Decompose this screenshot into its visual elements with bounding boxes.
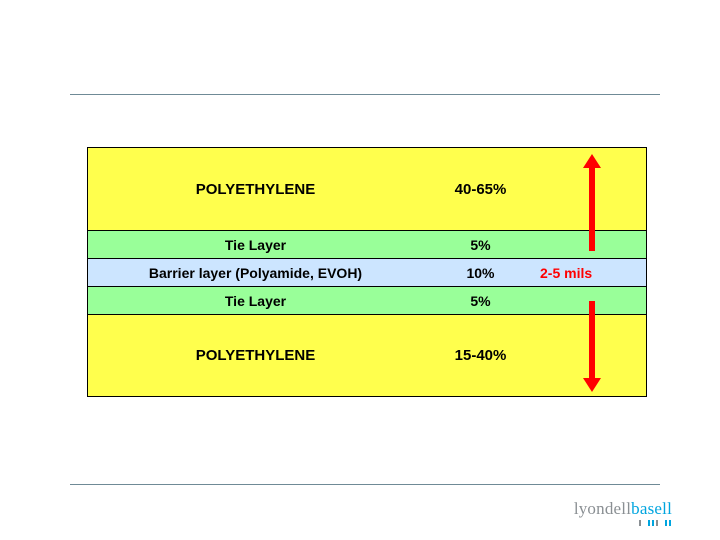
layer-note: 2-5 mils xyxy=(538,265,646,281)
layer-name: POLYETHYLENE xyxy=(88,181,423,198)
logo-tick-group xyxy=(639,520,641,526)
logo-tick-icon xyxy=(639,520,641,526)
logo-tick-icon xyxy=(652,520,654,526)
layer-percent: 5% xyxy=(423,237,538,253)
logo-ticks xyxy=(574,520,672,526)
layer-name: Tie Layer xyxy=(88,237,423,253)
logo-tick-icon xyxy=(648,520,650,526)
logo-tick-group xyxy=(665,520,671,526)
divider-top xyxy=(70,94,660,95)
logo: lyondellbasell xyxy=(574,499,672,526)
logo-tick-icon xyxy=(669,520,671,526)
layer-row: Tie Layer5% xyxy=(88,230,646,258)
layer-name: Barrier layer (Polyamide, EVOH) xyxy=(88,265,423,281)
logo-part2: basell xyxy=(631,499,672,518)
logo-part1: lyondell xyxy=(574,499,631,518)
logo-tick-group xyxy=(648,520,658,526)
layer-percent: 40-65% xyxy=(423,181,538,198)
logo-text: lyondellbasell xyxy=(574,499,672,519)
layer-stack-diagram: POLYETHYLENE40-65%Tie Layer5%Barrier lay… xyxy=(87,147,647,397)
layer-name: POLYETHYLENE xyxy=(88,347,423,364)
logo-tick-icon xyxy=(665,520,667,526)
layer-row: POLYETHYLENE15-40% xyxy=(88,314,646,396)
layer-name: Tie Layer xyxy=(88,293,423,309)
layer-percent: 5% xyxy=(423,293,538,309)
logo-tick-icon xyxy=(656,520,658,526)
layer-percent: 15-40% xyxy=(423,347,538,364)
layer-percent: 10% xyxy=(423,265,538,281)
layer-row: POLYETHYLENE40-65% xyxy=(88,148,646,230)
layer-row: Barrier layer (Polyamide, EVOH)10%2-5 mi… xyxy=(88,258,646,286)
layer-row: Tie Layer5% xyxy=(88,286,646,314)
divider-bottom xyxy=(70,484,660,485)
